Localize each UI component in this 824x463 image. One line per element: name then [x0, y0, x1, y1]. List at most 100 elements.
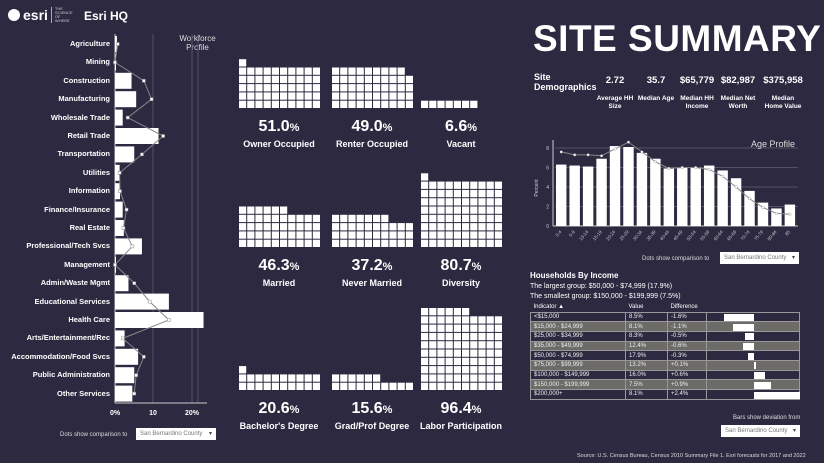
workforce-bar [115, 220, 124, 236]
waffle-cell [304, 214, 312, 223]
waffle-cell [304, 223, 312, 231]
waffle-cell [296, 223, 304, 231]
waffle-cell [445, 231, 453, 239]
deviation-label: Bars show deviation from [733, 415, 801, 421]
waffle-cell [348, 67, 356, 75]
waffle-cell [462, 239, 470, 247]
x-tick-label: 0% [110, 410, 121, 417]
waffle-cell [437, 366, 445, 374]
waffle-label: Diversity [441, 278, 481, 288]
waffle-cell [288, 67, 296, 75]
waffle-cell [405, 100, 413, 108]
waffle-cell [453, 332, 461, 341]
waffle-cell [429, 308, 437, 316]
waffle-cell [421, 189, 429, 198]
age-bar [663, 168, 675, 226]
waffle-cell [462, 349, 470, 357]
waffle-cell [494, 357, 502, 366]
waffle-percent: 46.3% [258, 257, 300, 274]
waffle-label: Bachelor's Degree [239, 421, 319, 431]
deviation-cell [706, 379, 800, 390]
indicator-cell: $25,000 - $34,999 [530, 330, 626, 342]
waffle-cell [381, 100, 389, 108]
x-tick-label: 50-54 [686, 229, 698, 241]
waffle-cell [445, 198, 453, 206]
waffle-cell [437, 189, 445, 198]
waffle-cell [288, 223, 296, 231]
demographics-title: Site Demographics [534, 72, 597, 92]
waffle-cell [239, 231, 247, 239]
income-title: Households By Income [530, 271, 619, 280]
age-comparison-dropdown[interactable]: San Bernardino County ▾ [720, 252, 799, 264]
waffle-cell [239, 84, 247, 92]
waffle-cell [239, 223, 247, 231]
waffle-cell [280, 223, 288, 231]
workforce-comparison-dropdown[interactable]: San Bernardino County ▾ [136, 428, 216, 440]
waffle-cell [271, 100, 279, 108]
waffle-cell [437, 214, 445, 223]
waffle-cell [239, 239, 247, 247]
age-bar [636, 152, 648, 226]
deviation-cell [706, 311, 800, 323]
deviation-dropdown[interactable]: San Bernardino County ▾ [721, 425, 800, 437]
waffle-cell [429, 357, 437, 366]
waffle-cell [271, 92, 279, 100]
waffle-cell [462, 357, 470, 366]
waffle-cell [437, 308, 445, 316]
column-header-difference[interactable]: Difference [670, 304, 698, 311]
comparison-dot [667, 166, 671, 170]
waffle-cell [397, 84, 405, 92]
demographic-label: Median Home Value [764, 95, 802, 110]
demographic-label: Median Age [637, 95, 675, 102]
value-cell: 8.3% [625, 330, 668, 342]
age-bar [623, 147, 634, 226]
waffle-cell [445, 366, 453, 374]
age-bar [677, 167, 688, 226]
comparison-dot [134, 373, 138, 377]
waffle-cell [247, 206, 255, 214]
waffle-cell [478, 357, 486, 366]
industry-label: Wholesale Trade [50, 112, 110, 122]
x-tick-label: 15-19 [592, 229, 604, 241]
waffle-cell [470, 374, 478, 382]
waffle-cell [453, 366, 461, 374]
waffle-cell [340, 84, 348, 92]
workforce-bar [115, 385, 133, 402]
industry-label: Admin/Waste Mgmt [40, 278, 110, 288]
waffle-label: Grad/Prof Degree [334, 421, 410, 431]
x-tick-label: 85 [784, 229, 791, 236]
waffle-cell [239, 206, 247, 214]
waffle-cell [364, 67, 372, 75]
waffle-cell [348, 231, 356, 239]
waffle-cell [462, 382, 470, 390]
workforce-bar [115, 330, 125, 347]
waffle-cell [381, 239, 389, 247]
age-bar [556, 164, 567, 226]
column-header-indicator[interactable]: Indicator ▲ [533, 304, 565, 311]
x-tick-label: 45-49 [672, 229, 684, 241]
comparison-dot [140, 152, 144, 157]
table-row: $50,000 - $74,999 17.9% -0.3% [530, 350, 800, 361]
waffle-cell [312, 223, 320, 231]
waffle-cell [296, 231, 304, 239]
waffle-cell [271, 75, 279, 84]
column-header-value[interactable]: Value [628, 304, 644, 311]
waffle-cell [255, 84, 263, 92]
indicator-cell: $35,000 - $49,999 [530, 340, 626, 352]
waffle-cell [453, 198, 461, 206]
y-tick-label: 2 [546, 205, 549, 211]
table-row: $150,000 - $199,999 7.5% +0.9% [530, 379, 800, 390]
comparison-dot [117, 171, 122, 175]
waffle-cell [312, 75, 320, 84]
comparison-dot [600, 154, 604, 158]
waffle-cell [340, 382, 348, 390]
waffle-cell [332, 214, 340, 223]
waffle-cell [340, 374, 348, 382]
difference-cell: -0.3% [667, 350, 707, 361]
waffle-label: Owner Occupied [243, 139, 315, 149]
waffle-cell [280, 239, 288, 247]
comparison-dot [120, 336, 125, 341]
comparison-dot [680, 166, 684, 170]
waffle-cell [271, 231, 279, 239]
waffle-percent: 51.0% [258, 118, 300, 135]
